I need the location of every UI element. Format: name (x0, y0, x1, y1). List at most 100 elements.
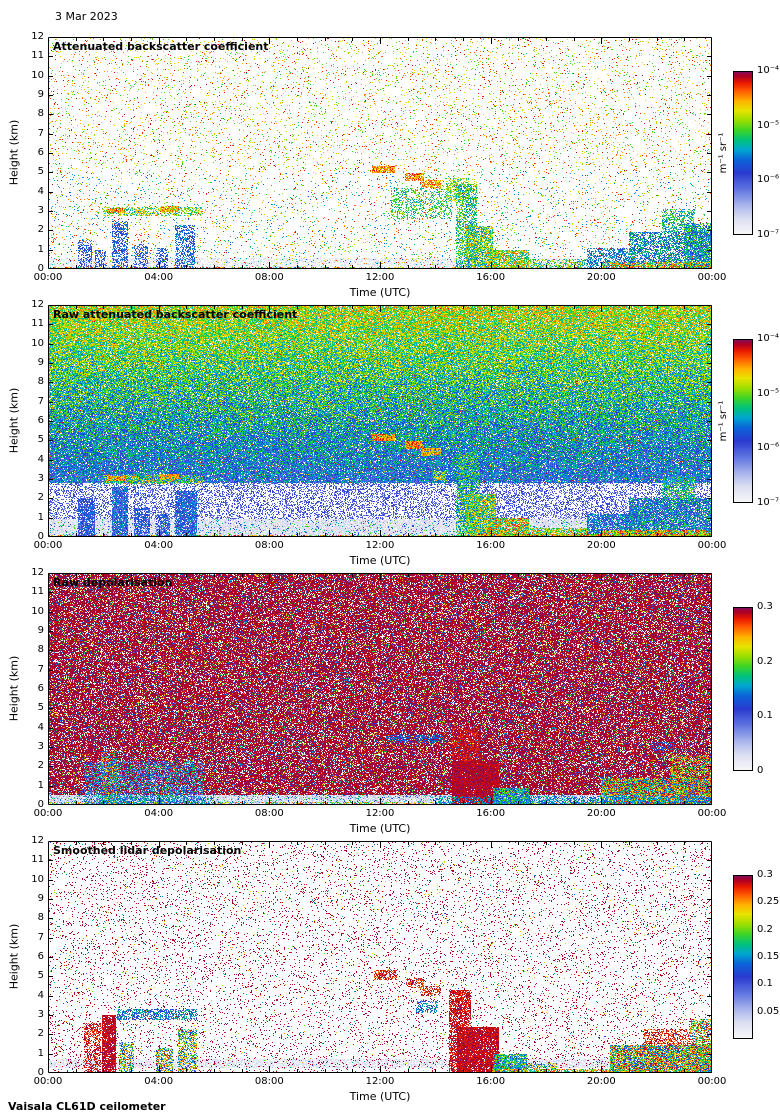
y-tick-label: 6 (37, 415, 44, 426)
colorbar-tick-label: 10⁻⁶ (757, 174, 780, 186)
y-tick-label: 11 (31, 586, 44, 598)
x-tick-label: 00:00 (33, 540, 63, 551)
y-tick-label: 5 (37, 166, 44, 178)
heatmap-canvas-0 (48, 37, 712, 269)
x-axis-label: Time (UTC) (349, 1090, 411, 1103)
x-tick-label: 08:00 (254, 272, 284, 283)
x-tick-label: 00:00 (33, 272, 63, 283)
colorbar-tick-label: 0.25 (757, 896, 780, 908)
y-tick-label: 2 (37, 224, 44, 236)
y-tick-label: 9 (37, 357, 44, 368)
y-tick-label: 5 (37, 434, 44, 446)
y-tick-label: 6 (37, 951, 44, 962)
x-tick-label: 20:00 (586, 808, 616, 819)
colorbar-tick-label: 10⁻⁴ (757, 65, 780, 76)
x-tick-label: 20:00 (586, 1076, 616, 1087)
x-tick-label: 12:00 (365, 540, 395, 551)
colorbar-tick-label: 0.15 (757, 951, 780, 962)
y-tick-label: 5 (37, 970, 44, 982)
y-tick-label: 7 (37, 395, 44, 407)
y-tick-label: 5 (37, 702, 44, 714)
panel-title-3: Smoothed lidar depolarisation (53, 844, 242, 857)
y-tick-label: 6 (37, 683, 44, 694)
colorbar-tick-label: 0.2 (757, 923, 773, 935)
x-tick-label: 20:00 (586, 272, 616, 283)
panel-title-0: Attenuated backscatter coefficient (53, 40, 269, 53)
y-tick-label: 11 (31, 50, 44, 62)
colorbar-canvas-1 (733, 339, 753, 503)
y-tick-label: 1 (37, 511, 44, 523)
colorbar-tick-label: 0.2 (757, 655, 773, 667)
x-tick-label: 16:00 (476, 272, 506, 283)
y-tick-label: 0 (37, 531, 44, 542)
colorbar-tick-label: 0.1 (757, 710, 773, 722)
y-tick-label: 8 (37, 376, 44, 388)
colorbar-unit-label: m⁻¹ sr⁻¹ (718, 132, 729, 174)
y-tick-label: 9 (37, 625, 44, 636)
x-tick-label: 08:00 (254, 1076, 284, 1087)
y-axis-label: Height (km) (7, 387, 21, 454)
colorbar-tick-label: 0.05 (757, 1005, 780, 1017)
x-axis-label: Time (UTC) (349, 554, 411, 567)
y-tick-label: 1 (37, 779, 44, 791)
y-tick-label: 0 (37, 799, 44, 810)
y-tick-label: 3 (37, 473, 44, 484)
x-tick-label: 04:00 (144, 808, 174, 819)
x-tick-label: 00:00 (697, 540, 727, 551)
y-tick-label: 3 (37, 1009, 44, 1020)
y-tick-label: 4 (37, 989, 44, 1001)
x-tick-label: 16:00 (476, 540, 506, 551)
y-tick-label: 11 (31, 318, 44, 330)
y-tick-label: 1 (37, 243, 44, 255)
y-tick-label: 6 (37, 147, 44, 158)
colorbar-canvas-2 (733, 607, 753, 771)
colorbar-tick-label: 10⁻⁷ (757, 229, 780, 240)
y-tick-label: 7 (37, 663, 44, 675)
y-tick-label: 12 (31, 299, 44, 310)
panel-title-2: Raw depolarisation (53, 576, 173, 589)
y-tick-label: 10 (31, 873, 44, 885)
colorbar-tick-label: 10⁻⁵ (757, 387, 780, 399)
y-tick-label: 8 (37, 644, 44, 656)
y-tick-label: 4 (37, 453, 44, 465)
y-tick-label: 0 (37, 263, 44, 274)
y-tick-label: 10 (31, 69, 44, 81)
y-tick-label: 3 (37, 741, 44, 752)
y-tick-label: 10 (31, 337, 44, 349)
y-tick-label: 7 (37, 127, 44, 139)
colorbar-canvas-0 (733, 71, 753, 235)
y-tick-label: 4 (37, 185, 44, 197)
y-tick-label: 9 (37, 89, 44, 100)
y-tick-label: 2 (37, 1028, 44, 1040)
y-tick-label: 12 (31, 835, 44, 846)
y-tick-label: 11 (31, 854, 44, 866)
y-tick-label: 12 (31, 567, 44, 578)
x-tick-label: 00:00 (697, 1076, 727, 1087)
x-tick-label: 00:00 (33, 1076, 63, 1087)
x-tick-label: 20:00 (586, 540, 616, 551)
instrument-label: Vaisala CL61D ceilometer (8, 1100, 166, 1113)
y-tick-label: 12 (31, 31, 44, 42)
colorbar-unit-label: m⁻¹ sr⁻¹ (718, 400, 729, 442)
panel-title-1: Raw attenuated backscatter coefficient (53, 308, 298, 321)
x-axis-label: Time (UTC) (349, 286, 411, 299)
colorbar-tick-label: 10⁻⁷ (757, 497, 780, 508)
colorbar-tick-label: 10⁻⁴ (757, 333, 780, 344)
y-tick-label: 10 (31, 605, 44, 617)
heatmap-canvas-1 (48, 305, 712, 537)
colorbar-tick-label: 0.3 (757, 869, 773, 880)
x-tick-label: 04:00 (144, 1076, 174, 1087)
heatmap-canvas-2 (48, 573, 712, 805)
x-tick-label: 00:00 (33, 808, 63, 819)
date-label: 3 Mar 2023 (55, 10, 118, 23)
colorbar-tick-label: 0.1 (757, 978, 773, 990)
y-tick-label: 2 (37, 492, 44, 504)
y-axis-label: Height (km) (7, 119, 21, 186)
y-tick-label: 4 (37, 721, 44, 733)
y-tick-label: 3 (37, 205, 44, 216)
y-tick-label: 0 (37, 1067, 44, 1078)
y-axis-label: Height (km) (7, 655, 21, 722)
colorbar-tick-label: 0.3 (757, 601, 773, 612)
x-tick-label: 00:00 (697, 272, 727, 283)
